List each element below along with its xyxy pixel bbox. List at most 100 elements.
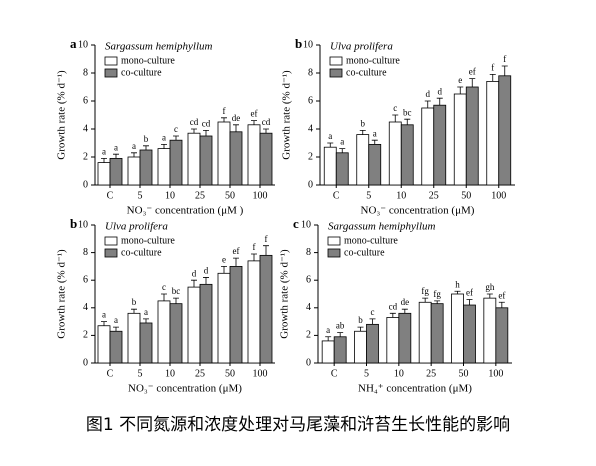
error-bar (143, 318, 149, 323)
significance-letter: e (222, 254, 226, 264)
bar (486, 81, 500, 186)
x-tick-label: 5 (366, 190, 371, 201)
significance-letter: b (361, 118, 366, 128)
x-tick-label: 25 (426, 368, 436, 379)
significance-letter: a (132, 141, 136, 151)
legend-label: mono-culture (121, 55, 175, 66)
significance-letter: d (438, 86, 443, 96)
error-bar (436, 97, 443, 106)
y-tick-label: 6 (83, 274, 88, 285)
x-tick-label: 100 (488, 368, 503, 379)
error-bar (113, 326, 119, 332)
significance-letter: a (328, 131, 332, 141)
significance-letter: e (458, 75, 462, 85)
x-tick-label: 25 (195, 190, 205, 201)
y-tick-label: 8 (308, 67, 313, 78)
error-bar (424, 100, 431, 108)
bar (139, 322, 153, 364)
significance-letter: f (491, 62, 494, 72)
bar (366, 323, 379, 364)
bar (483, 297, 497, 364)
significance-letter: c (393, 103, 397, 113)
significance-letter: f (223, 106, 226, 116)
y-tick-label: 4 (83, 123, 88, 134)
bar (187, 132, 201, 186)
error-bar (489, 74, 496, 82)
bar (451, 293, 464, 364)
significance-letter: a (340, 137, 344, 147)
legend-swatch (329, 68, 343, 78)
error-bar (337, 332, 344, 337)
significance-letter: de (232, 113, 241, 123)
error-bar (251, 120, 257, 125)
bar (97, 325, 111, 364)
error-bar (203, 130, 209, 136)
error-bar (203, 277, 209, 285)
bar (453, 93, 467, 186)
bar (398, 312, 412, 364)
significance-letter: f (253, 242, 256, 252)
bar (321, 340, 335, 364)
x-tick-label: 100 (491, 190, 506, 201)
y-tick-label: 0 (83, 179, 88, 190)
y-tick-label: 8 (306, 247, 311, 258)
significance-letter: b (132, 297, 137, 307)
significance-letter: a (373, 128, 377, 138)
error-bar (401, 308, 408, 314)
legend-label: mono-culture (121, 235, 175, 246)
y-tick-label: 4 (306, 302, 311, 313)
error-bar (392, 114, 399, 122)
bar (217, 121, 231, 186)
error-bar (191, 279, 197, 288)
x-tick-label: 100 (253, 368, 268, 379)
significance-letter: d (204, 266, 209, 276)
bar (169, 303, 183, 364)
significance-letter: ef (251, 109, 258, 119)
x-tick-label: C (333, 190, 340, 201)
significance-letter: b (358, 315, 363, 325)
y-tick-label: 10 (78, 219, 88, 230)
significance-letter: de (401, 297, 410, 307)
legend-label: co-culture (346, 67, 387, 78)
bar (217, 272, 231, 364)
x-tick-label: C (331, 368, 338, 379)
y-tick-label: 2 (306, 330, 311, 341)
error-bar (143, 145, 149, 150)
y-tick-label: 0 (83, 357, 88, 368)
error-bar (422, 297, 429, 303)
significance-letter: b (144, 134, 149, 144)
y-tick-label: 0 (308, 179, 313, 190)
x-tick-label: 10 (394, 368, 404, 379)
panel-letter: b (70, 216, 77, 231)
legend-label: mono-culture (346, 55, 400, 66)
significance-letter: ef (466, 288, 473, 298)
error-bar (404, 118, 411, 125)
x-tick-label: 25 (429, 190, 439, 201)
bar (109, 330, 123, 364)
error-bar (486, 293, 493, 299)
significance-letter: h (455, 279, 460, 289)
panel-title: Sargassum hemiphyllum (328, 221, 436, 233)
bar (157, 148, 171, 186)
bar (335, 152, 349, 186)
bar (247, 124, 261, 186)
legend-swatch (104, 68, 118, 78)
significance-letter: ab (336, 321, 345, 331)
bar (199, 283, 213, 364)
error-bar (221, 266, 227, 274)
error-bar (131, 152, 137, 157)
y-tick-label: 6 (308, 95, 313, 106)
bar (187, 286, 201, 364)
significance-letter: d (192, 268, 197, 278)
error-bar (501, 65, 508, 76)
bar (498, 75, 512, 186)
x-axis-label: NO₃⁻ concentration (μM ) (127, 205, 244, 217)
y-tick-label: 10 (78, 39, 88, 50)
panel-letter: c (293, 216, 299, 231)
panel-title: Ulva prolifera (330, 41, 393, 53)
x-tick-label: 50 (459, 368, 469, 379)
panel-title: Ulva prolifera (105, 221, 168, 233)
error-bar (339, 148, 346, 153)
x-tick-label: 50 (461, 190, 471, 201)
error-bar (101, 158, 107, 163)
